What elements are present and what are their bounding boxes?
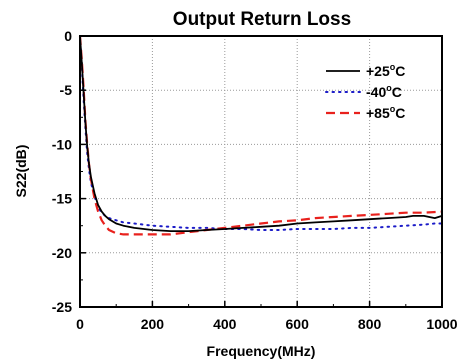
x-tick-label: 1000 [426,316,457,332]
legend-label: -40oC [366,83,402,100]
legend-label: +25oC [366,62,405,79]
x-tick-label: 0 [76,316,84,332]
x-tick-label: 200 [141,316,165,332]
y-tick-label: 0 [64,28,72,44]
x-tick-label: 400 [213,316,237,332]
grid [80,36,442,307]
y-axis-label: S22(dB) [13,145,29,198]
y-tick-label: -15 [52,191,72,207]
y-tick-label: -5 [60,82,73,98]
y-tick-label: -20 [52,245,72,261]
legend-label: +85oC [366,104,405,121]
axis-ticks [79,35,443,308]
y-tick-label: -10 [52,136,72,152]
y-tick-labels: 0 -5 -10 -15 -20 -25 [52,28,72,315]
y-tick-label: -25 [52,299,72,315]
series-line-0 [79,35,443,233]
x-tick-label: 800 [358,316,382,332]
x-axis-label: Frequency(MHz) [207,343,316,359]
chart-title: Output Return Loss [173,9,351,30]
x-tick-labels: 0 200 400 600 800 1000 [76,316,458,332]
legend: +25oC -40oC +85oC [325,62,405,121]
series-layer [78,35,443,236]
x-tick-label: 600 [286,316,310,332]
